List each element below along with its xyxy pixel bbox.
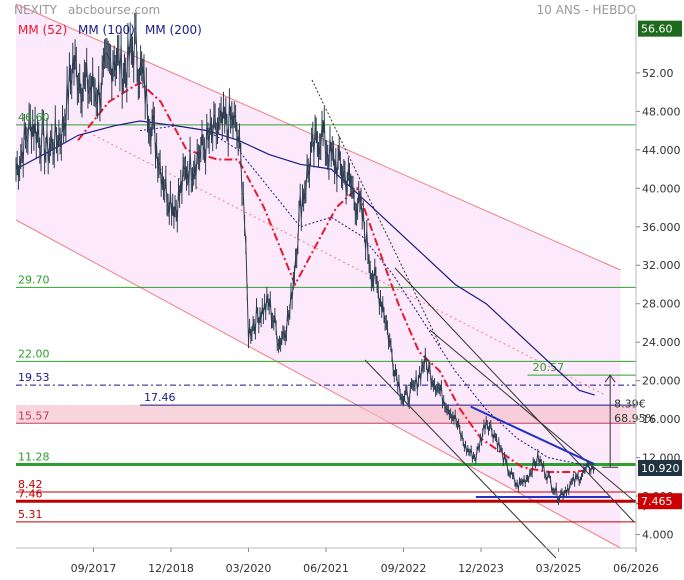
- y-tick-label: 44.000: [642, 144, 681, 157]
- series-line-200: [15, 120, 595, 396]
- level-label-17-46: 17.46: [144, 391, 176, 404]
- badge-support-label: 7.465: [641, 495, 673, 508]
- level-label-11-28: 11.28: [18, 451, 50, 464]
- x-tick-label: 12/2018: [148, 562, 194, 575]
- resistance-zone: [16, 405, 636, 424]
- level-label-22-00: 22.00: [18, 347, 50, 360]
- badge-high: [638, 20, 682, 37]
- gain-value-label: 8.39€: [614, 398, 646, 411]
- x-tick-label: 03/2020: [226, 562, 272, 575]
- target-label: 20.57: [533, 361, 565, 374]
- y-tick-label: 52.00: [642, 67, 674, 80]
- descending-trendline-upper: [394, 267, 635, 523]
- x-tick-label: 03/2025: [536, 562, 582, 575]
- price-series: [15, 12, 596, 505]
- level-label-15-57: 15.57: [18, 409, 50, 422]
- x-tick-label: 06/2026: [613, 562, 659, 575]
- price-badges: 56.60 10.920 7.465: [638, 20, 682, 510]
- x-tick-label: 06/2021: [303, 562, 349, 575]
- legend-mm200: MM (200): [145, 23, 202, 37]
- badge-support: [638, 493, 682, 510]
- y-tick-label: 36.000: [642, 221, 681, 234]
- channel-fill: [16, 4, 621, 548]
- x-tick-label: 09/2022: [381, 562, 427, 575]
- level-label-29-70: 29.70: [18, 273, 50, 286]
- y-tick-label: 40.000: [642, 182, 681, 195]
- y-tick-label: 28.000: [642, 298, 681, 311]
- x-tick-label: 09/2017: [71, 562, 117, 575]
- badge-last-price: [638, 459, 682, 476]
- level-labels: 46.60 29.70 22.00 19.53 17.46 15.57 11.28 8.427…: [18, 111, 176, 521]
- horizontal-levels: [16, 124, 636, 523]
- level-label-46-60: 46.60: [18, 111, 50, 124]
- legend-mm100: MM (100): [78, 23, 135, 37]
- y-tick-label: 4.000: [642, 529, 674, 542]
- channel-background: [15, 3, 621, 549]
- price-line: [15, 12, 596, 505]
- y-tick-label: 48.000: [642, 105, 681, 118]
- badge-high-label: 56.60: [641, 23, 673, 36]
- descending-trendline-mid: [429, 329, 646, 511]
- dotted-trendline: [311, 79, 441, 346]
- descending-trendline-lower: [364, 359, 557, 559]
- chart-header: NEXITY abcbourse.com 10 ANS - HEBDO MM (…: [14, 3, 636, 37]
- source-label: abcbourse.com: [68, 3, 160, 17]
- y-tick-label: 32.000: [642, 259, 681, 272]
- level-label-19-53: 19.53: [18, 371, 50, 384]
- channel-lower-line: [15, 219, 621, 549]
- gain-percent-label: 68.95%: [614, 412, 656, 425]
- blue-resistance-line: [470, 405, 596, 466]
- period-label: 10 ANS - HEBDO: [537, 3, 636, 17]
- series-line-52: [77, 81, 595, 473]
- symbol-label: NEXITY: [14, 3, 58, 17]
- y-tick-label: 24.000: [642, 336, 681, 349]
- badge-last-price-label: 10.920: [641, 462, 680, 475]
- legend-mm52: MM (52): [18, 23, 67, 37]
- gain-arrow-head: [604, 374, 616, 383]
- trend-lines: 20.57 8.39€68.95%: [311, 79, 656, 559]
- level-label-5-31: 5.31: [18, 508, 43, 521]
- y-tick-label: 16.000: [642, 413, 681, 426]
- level-label-8-42: 8.42: [18, 478, 43, 491]
- x-tick-label: 12/2023: [458, 562, 504, 575]
- y-tick-label: 20.000: [642, 375, 681, 388]
- level-label-7-46: 7.46: [18, 487, 43, 500]
